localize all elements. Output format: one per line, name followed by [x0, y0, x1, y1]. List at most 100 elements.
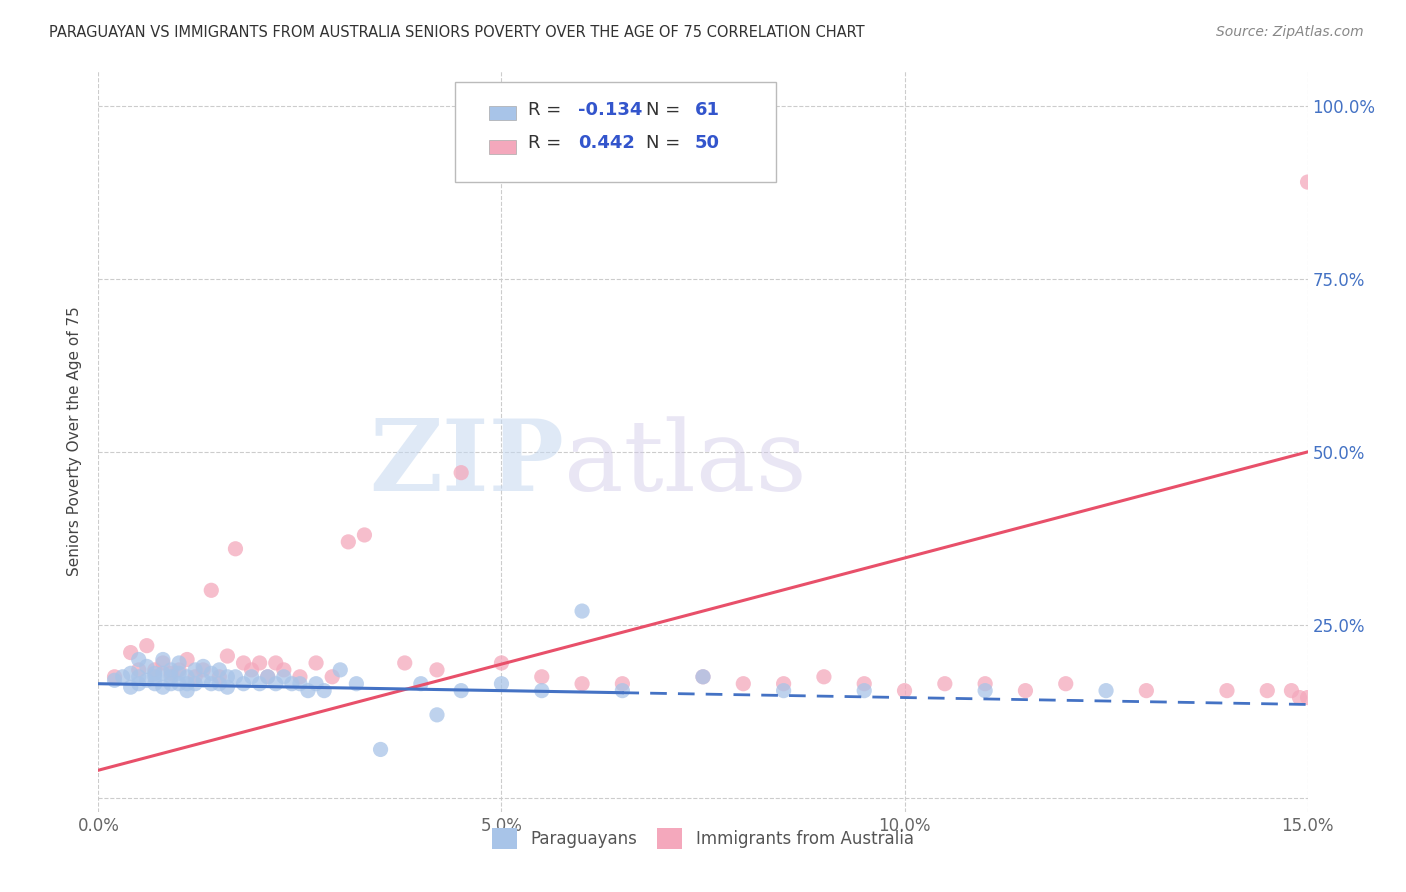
Point: [232, 656, 254, 670]
Point: [208, 663, 231, 677]
Point: [1054, 676, 1077, 690]
Point: [1216, 683, 1239, 698]
Point: [530, 683, 553, 698]
Point: [128, 670, 150, 684]
Point: [772, 676, 794, 690]
Point: [281, 676, 304, 690]
Text: atlas: atlas: [564, 416, 807, 512]
Point: [249, 656, 271, 670]
Point: [530, 670, 553, 684]
Point: [426, 707, 449, 722]
Point: [176, 683, 198, 698]
Point: [103, 673, 125, 688]
FancyBboxPatch shape: [489, 106, 516, 120]
Point: [217, 680, 239, 694]
Point: [193, 663, 215, 677]
Point: [152, 652, 174, 666]
Point: [934, 676, 956, 690]
Point: [893, 683, 915, 698]
Point: [974, 676, 997, 690]
Point: [167, 666, 190, 681]
Point: [1281, 683, 1303, 698]
Point: [167, 676, 190, 690]
Point: [176, 652, 198, 666]
Point: [249, 676, 271, 690]
Point: [974, 683, 997, 698]
Point: [160, 676, 183, 690]
Point: [314, 683, 336, 698]
Point: [1288, 690, 1310, 705]
Point: [128, 676, 150, 690]
Text: R =: R =: [527, 134, 567, 153]
Legend: Paraguayans, Immigrants from Australia: Paraguayans, Immigrants from Australia: [485, 822, 921, 855]
Point: [200, 676, 222, 690]
Point: [813, 670, 835, 684]
Point: [193, 673, 215, 688]
Point: [450, 683, 472, 698]
Point: [273, 663, 295, 677]
Text: PARAGUAYAN VS IMMIGRANTS FROM AUSTRALIA SENIORS POVERTY OVER THE AGE OF 75 CORRE: PARAGUAYAN VS IMMIGRANTS FROM AUSTRALIA …: [49, 25, 865, 40]
Point: [143, 663, 166, 677]
Point: [193, 659, 215, 673]
Point: [200, 583, 222, 598]
Point: [232, 676, 254, 690]
Point: [733, 676, 755, 690]
Point: [491, 656, 513, 670]
Point: [184, 663, 207, 677]
Point: [152, 656, 174, 670]
Point: [256, 670, 278, 684]
Point: [394, 656, 416, 670]
Point: [160, 670, 183, 684]
Point: [217, 648, 239, 663]
Point: [128, 663, 150, 677]
Point: [264, 656, 287, 670]
Point: [450, 466, 472, 480]
Point: [128, 652, 150, 666]
Point: [240, 670, 263, 684]
Point: [120, 666, 142, 681]
Point: [176, 676, 198, 690]
Point: [1095, 683, 1118, 698]
Point: [612, 676, 634, 690]
Point: [772, 683, 794, 698]
Point: [208, 670, 231, 684]
Point: [491, 676, 513, 690]
Point: [152, 666, 174, 681]
Point: [103, 670, 125, 684]
Point: [135, 673, 157, 688]
Point: [1296, 690, 1319, 705]
Point: [120, 680, 142, 694]
Point: [152, 680, 174, 694]
Point: [240, 663, 263, 677]
Text: 61: 61: [695, 101, 720, 119]
Text: 50: 50: [695, 134, 720, 153]
Point: [208, 676, 231, 690]
Point: [120, 646, 142, 660]
Point: [344, 676, 367, 690]
Point: [273, 670, 295, 684]
Point: [200, 666, 222, 681]
Point: [217, 670, 239, 684]
Point: [143, 676, 166, 690]
Point: [224, 670, 246, 684]
Point: [692, 670, 714, 684]
Point: [329, 663, 352, 677]
Point: [1256, 683, 1278, 698]
Point: [288, 676, 311, 690]
Point: [353, 528, 375, 542]
Point: [1296, 175, 1319, 189]
Point: [370, 742, 392, 756]
Point: [305, 656, 328, 670]
Point: [264, 676, 287, 690]
Point: [160, 663, 183, 677]
Point: [692, 670, 714, 684]
Text: Source: ZipAtlas.com: Source: ZipAtlas.com: [1216, 25, 1364, 39]
Point: [160, 666, 183, 681]
Text: -0.134: -0.134: [578, 101, 643, 119]
Point: [853, 683, 876, 698]
Point: [167, 656, 190, 670]
Point: [288, 670, 311, 684]
Point: [1135, 683, 1157, 698]
Text: N =: N =: [647, 134, 686, 153]
Text: 0.442: 0.442: [578, 134, 636, 153]
